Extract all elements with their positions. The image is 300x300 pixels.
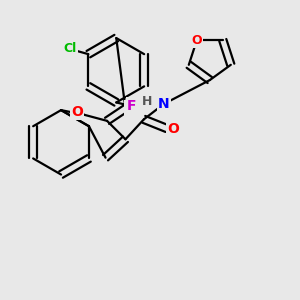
Text: O: O (71, 105, 83, 119)
Text: N: N (125, 102, 137, 116)
Text: F: F (127, 98, 136, 112)
Text: O: O (167, 122, 179, 136)
Text: O: O (191, 34, 202, 46)
Text: H: H (142, 95, 152, 108)
Text: N: N (158, 97, 169, 111)
Text: Cl: Cl (63, 41, 76, 55)
